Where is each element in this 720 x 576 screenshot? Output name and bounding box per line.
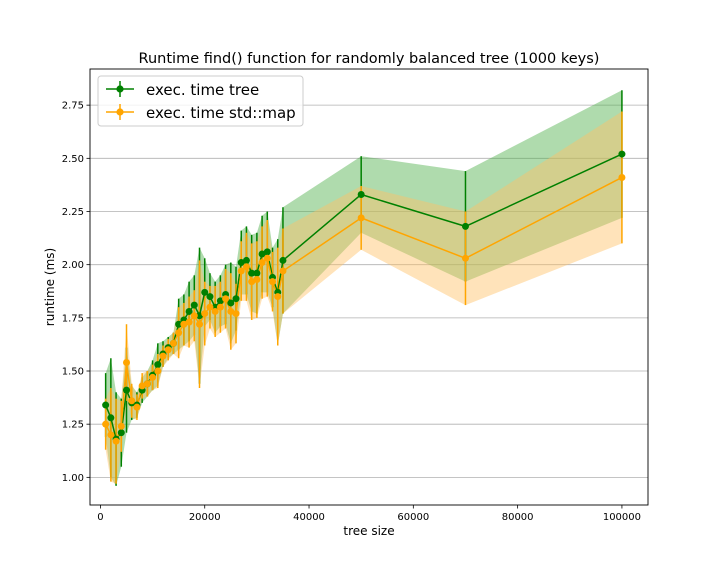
x-axis-label: tree size [343,524,394,538]
data-point-tree [123,386,131,394]
data-point-map [175,329,183,337]
data-point-tree [175,320,183,328]
y-axis-ticks: 1.00 1.25 1.50 1.75 2.00 2.25 2.50 2.75 [62,101,90,484]
data-point-tree [227,299,235,307]
x-tick-label: 60000 [397,512,429,523]
data-point-tree [107,414,115,422]
data-point-map [269,278,277,286]
data-point-map [185,318,193,326]
x-tick-label: 20000 [189,512,221,523]
legend-label-tree: exec. time tree [146,81,259,99]
data-point-map [242,263,250,271]
y-tick-label: 2.50 [62,154,84,165]
legend-marker-tree [116,85,124,93]
data-point-map [190,312,198,320]
data-point-tree [206,293,214,301]
data-point-map [201,310,209,318]
data-point-tree [117,429,125,437]
data-point-tree [618,150,626,158]
data-point-map [117,422,125,430]
y-tick-label: 2.75 [62,101,84,112]
y-tick-label: 1.75 [62,313,84,324]
x-tick-label: 100000 [603,512,641,523]
data-point-tree [201,288,209,296]
error-band-map [105,111,622,484]
data-point-map [149,373,157,381]
data-point-tree [263,248,271,256]
y-tick-label: 1.25 [62,420,84,431]
data-point-layer [102,150,626,445]
data-point-map [154,367,162,375]
data-point-map [102,420,110,428]
data-point-map [164,346,172,354]
legend-entry-tree: exec. time tree [106,81,259,99]
y-tick-label: 2.25 [62,207,84,218]
data-point-map [232,310,240,318]
data-point-map [253,276,261,284]
data-point-map [618,173,626,181]
data-point-map [263,254,271,262]
legend: exec. time tree exec. time std::map [97,75,304,127]
data-point-tree [248,269,256,277]
data-point-map [357,214,365,222]
data-point-map [216,303,224,311]
data-point-tree [185,307,193,315]
x-tick-label: 0 [97,512,103,523]
legend-entry-map: exec. time std::map [106,104,296,122]
y-axis-label: runtime (ms) [43,248,57,326]
data-point-map [128,397,136,405]
data-point-tree [253,269,261,277]
data-point-map [279,267,287,275]
legend-label-map: exec. time std::map [146,104,296,122]
data-point-tree [190,301,198,309]
data-point-map [461,254,469,262]
y-tick-label: 2.00 [62,260,84,271]
data-point-tree [102,401,110,409]
error-band-tree [105,90,622,486]
data-point-map [112,437,120,445]
data-point-tree [357,190,365,198]
data-point-map [258,259,266,267]
x-axis-ticks: 0 20000 40000 60000 80000 100000 [97,505,641,523]
data-point-map [237,267,245,275]
data-point-map [143,380,151,388]
legend-box [97,75,304,127]
legend-marker-map [116,108,124,116]
data-point-map [133,403,141,411]
data-point-tree [279,256,287,264]
chart-title: Runtime find() function for randomly bal… [139,51,600,67]
x-tick-label: 40000 [293,512,325,523]
data-point-map [196,320,204,328]
data-point-map [222,295,230,303]
data-point-tree [232,295,240,303]
plot-frame [89,68,649,506]
data-point-map [169,339,177,347]
data-point-map [206,303,214,311]
data-point-map [274,293,282,301]
x-tick-label: 80000 [502,512,534,523]
data-point-tree [242,256,250,264]
data-point-tree [461,222,469,230]
data-point-tree [154,361,162,369]
y-tick-label: 1.50 [62,367,84,378]
data-point-map [159,352,167,360]
y-tick-label: 1.00 [62,473,84,484]
data-point-map [107,431,115,439]
error-band-layer [105,90,622,486]
error-bar-layer [104,90,623,486]
data-point-map [123,359,131,367]
plot-background [90,69,648,505]
data-point-map [211,307,219,315]
